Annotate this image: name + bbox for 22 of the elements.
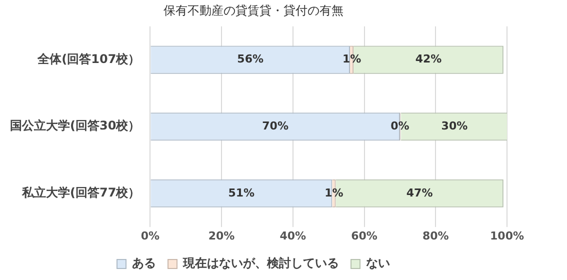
legend-label: ある: [132, 256, 156, 270]
x-tick-label: 80%: [422, 229, 449, 242]
data-label: 47%: [406, 186, 433, 200]
legend-label: ない: [366, 256, 390, 270]
data-label: 70%: [262, 119, 288, 132]
data-label: 42%: [415, 52, 442, 66]
data-label: 1%: [342, 52, 362, 66]
y-tick-label: 国公立大学(回答30校）: [10, 118, 140, 133]
chart-title: 保有不動産の貸賃貸・貸付の有無: [164, 3, 344, 18]
x-tick-label: 40%: [280, 229, 306, 242]
data-label: 0%: [390, 119, 410, 132]
data-label: 56%: [237, 52, 264, 66]
y-tick-label: 全体(回答107校）: [36, 52, 140, 66]
x-tick-label: 60%: [351, 229, 378, 242]
data-label: 1%: [324, 186, 344, 200]
legend-label: 現在はないが、検討している: [182, 256, 339, 270]
x-tick-label: 0%: [140, 229, 160, 242]
data-label: 30%: [441, 119, 468, 132]
x-tick-label: 20%: [208, 229, 235, 242]
y-tick-label: 私立大学(回答77校）: [20, 186, 140, 200]
x-tick-label: 100%: [490, 229, 524, 242]
data-label: 51%: [228, 186, 255, 200]
